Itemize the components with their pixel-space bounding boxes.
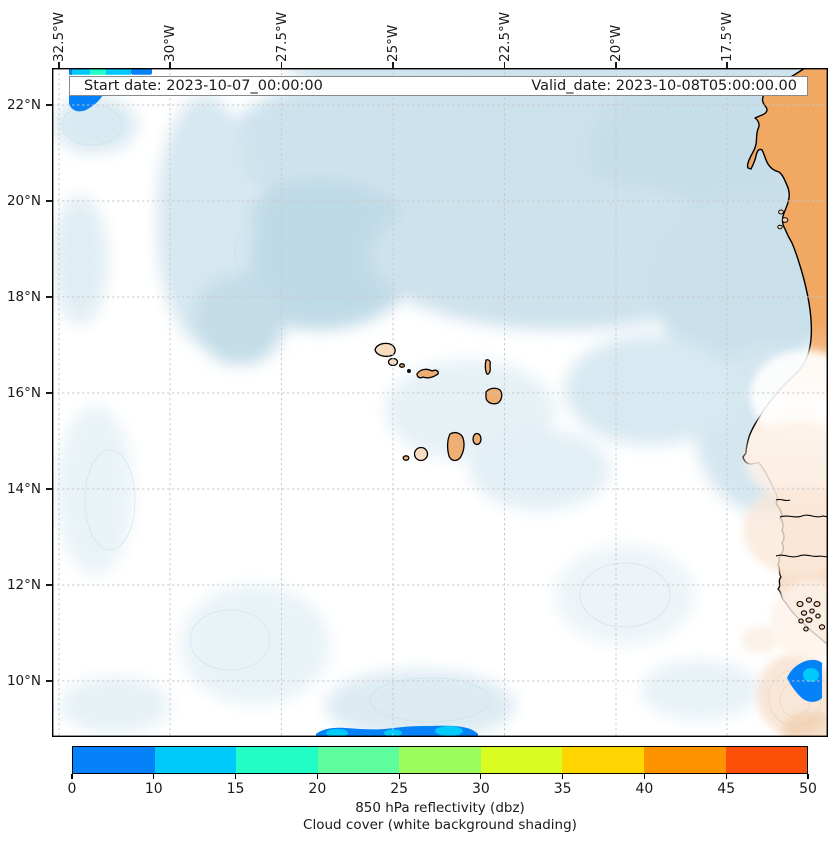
colorbar-tick-label: 20 <box>308 781 327 797</box>
colorbar-tick <box>316 774 318 779</box>
reflectivity-blob-northwest <box>69 68 152 112</box>
reflectivity-cell-southeast <box>787 659 822 702</box>
colorbar-sublabel: Cloud cover (white background shading) <box>303 817 577 833</box>
island-sal <box>484 359 491 375</box>
lat-tick <box>46 200 52 202</box>
colorbar-label: 850 hPa reflectivity (dbz) <box>355 800 525 816</box>
colorbar-tick <box>643 774 646 779</box>
lat-tick <box>46 296 52 298</box>
island-santiago <box>446 431 465 462</box>
colorbar-tick <box>480 774 482 779</box>
lon-tick <box>169 62 171 68</box>
colorbar-tick-label: 0 <box>67 781 77 797</box>
valid-date-label: Valid_date: 2023-10-08T05:00:00.00 <box>531 78 797 94</box>
lat-tick <box>46 104 52 106</box>
lon-tick <box>280 62 283 68</box>
map-border <box>52 68 828 737</box>
lon-tick <box>503 62 506 68</box>
lat-tick <box>46 488 52 490</box>
lat-tick-label: 16°N <box>6 385 41 401</box>
island-maio <box>472 432 482 446</box>
colorbar-tick-label: 35 <box>553 781 572 797</box>
cloud-over-land <box>743 350 828 660</box>
lon-tick <box>58 62 60 68</box>
island-sao-nicolau <box>416 368 439 379</box>
lat-tick <box>46 392 52 394</box>
island-fogo <box>413 446 429 462</box>
colorbar-tick-label: 50 <box>799 781 817 797</box>
lon-tick-label: 25°W <box>385 24 401 62</box>
rivers <box>775 498 828 558</box>
colorbar-tick-label: 10 <box>144 781 163 797</box>
lon-tick <box>392 62 394 68</box>
lat-tick-label: 14°N <box>6 481 41 497</box>
colorbar-segment <box>236 747 318 773</box>
saloum-river <box>775 498 791 502</box>
colorbar-tick <box>562 774 564 779</box>
colorbar-tick-label: 45 <box>717 781 736 797</box>
lon-tick <box>615 62 617 68</box>
lat-tick-label: 18°N <box>6 289 41 305</box>
island-boa-vista <box>485 387 503 405</box>
island-santo-antao <box>374 342 396 357</box>
arguin-islets <box>777 209 789 230</box>
colorbar-tick <box>234 774 237 779</box>
colorbar <box>72 746 808 774</box>
island-islet <box>407 369 411 373</box>
colorbar-segment <box>643 747 726 773</box>
lat-tick-label: 20°N <box>6 193 41 209</box>
reflectivity-band-south <box>316 725 478 737</box>
lat-tick <box>46 680 52 682</box>
island-brava <box>402 455 410 461</box>
lon-tick-label: 27.5°W <box>273 11 290 62</box>
lat-tick-label: 10°N <box>6 673 41 689</box>
colorbar-tick-label: 40 <box>635 781 654 797</box>
lat-tick-label: 12°N <box>6 577 41 593</box>
colorbar-tick-label: 25 <box>390 781 409 797</box>
colorbar-tick <box>398 774 400 779</box>
lon-tick-label: 17.5°W <box>719 11 735 62</box>
colorbar-segment <box>480 747 563 773</box>
gambia-river <box>779 514 828 518</box>
colorbar-segment <box>154 747 237 773</box>
map-canvas <box>52 68 828 737</box>
lon-tick-label: 20°W <box>608 24 624 62</box>
lon-tick-label: 30°W <box>162 24 178 62</box>
date-annotation-bar: Start date: 2023-10-07_00:00:00 Valid_da… <box>69 76 808 96</box>
colorbar-segment <box>562 747 644 773</box>
colorbar-segment <box>725 747 808 773</box>
colorbar-tick-label: 30 <box>471 781 490 797</box>
island-santa-luzia <box>398 363 406 368</box>
cape-verde-islands <box>374 342 503 462</box>
colorbar-tick <box>725 774 727 779</box>
bijagos-islands <box>796 597 826 632</box>
colorbar-tick <box>807 774 809 779</box>
casamance-river <box>775 554 828 558</box>
gridlines <box>52 68 828 737</box>
colorbar-tick <box>71 774 73 779</box>
colorbar-segment <box>73 747 155 773</box>
lon-tick-label: 32.5°W <box>51 11 67 62</box>
colorbar-segment <box>317 747 400 773</box>
lon-tick-label: 22.5°W <box>496 11 513 62</box>
start-date-label: Start date: 2023-10-07_00:00:00 <box>84 78 323 94</box>
lat-tick-label: 22°N <box>6 97 41 113</box>
colorbar-tick <box>153 774 155 779</box>
map-plot-area: Start date: 2023-10-07_00:00:00 Valid_da… <box>52 68 828 737</box>
colorbar-tick-label: 15 <box>226 781 245 797</box>
lat-tick <box>46 584 52 586</box>
colorbar-segment <box>399 747 481 773</box>
lon-tick <box>726 62 728 68</box>
